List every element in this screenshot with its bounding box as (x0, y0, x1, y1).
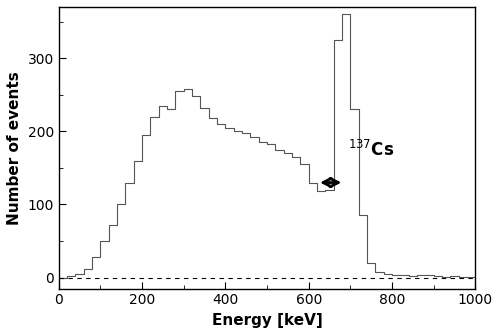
X-axis label: Energy [keV]: Energy [keV] (212, 313, 322, 328)
Y-axis label: Number of events: Number of events (7, 71, 22, 225)
Text: $^{137}$Cs: $^{137}$Cs (348, 140, 395, 160)
